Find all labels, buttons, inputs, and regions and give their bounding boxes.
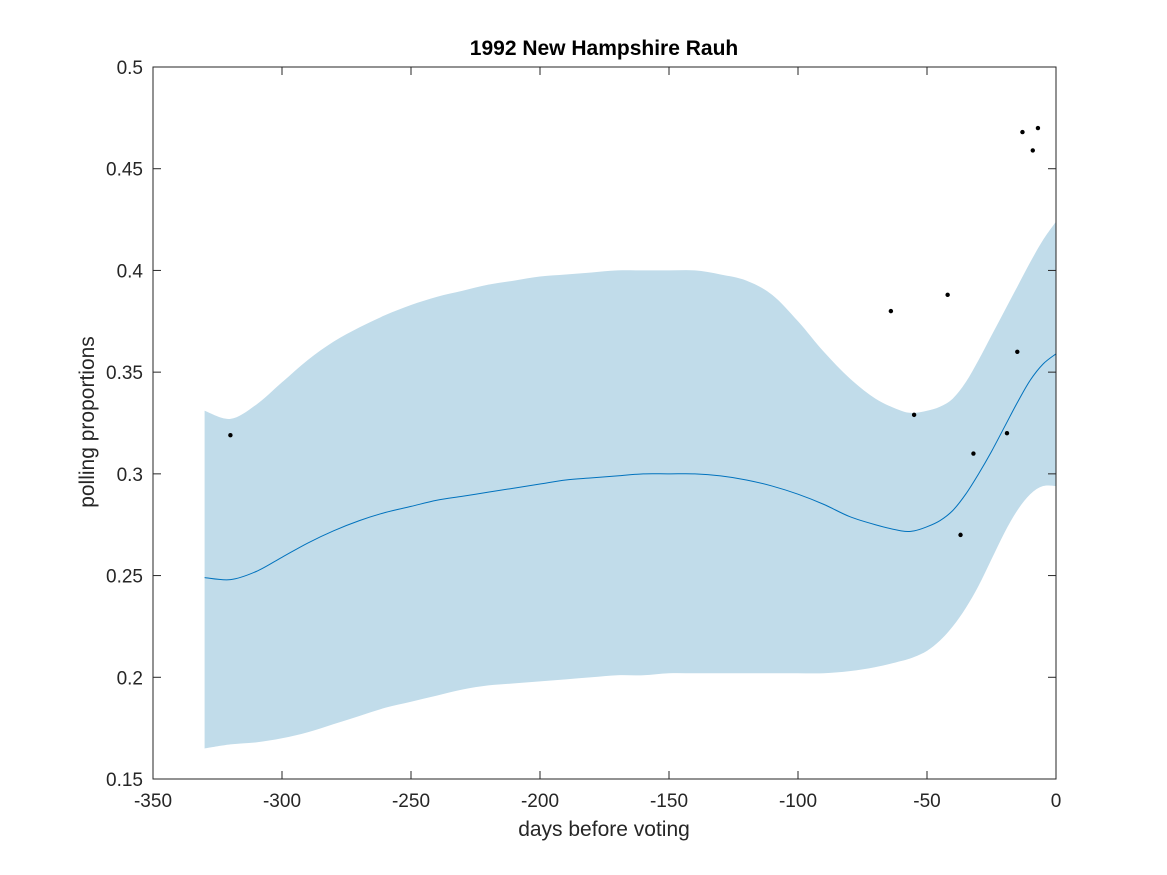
- confidence-band: [204, 221, 1057, 749]
- y-axis-label: polling proportions: [76, 336, 99, 508]
- poll-point: [1030, 148, 1035, 153]
- x-tick-label: -100: [779, 791, 817, 812]
- y-tick-label: 0.5: [117, 58, 143, 79]
- x-tick-label: -250: [392, 791, 430, 812]
- y-tick-label: 0.45: [106, 160, 143, 181]
- mean-trend-line: [204, 353, 1057, 581]
- x-tick-label: -350: [134, 791, 172, 812]
- x-tick-label: -300: [263, 791, 301, 812]
- x-tick-label: -200: [521, 791, 559, 812]
- poll-point: [1035, 125, 1041, 131]
- x-tick-label: -50: [913, 791, 940, 812]
- x-tick-label: -150: [650, 791, 688, 812]
- y-tick-label: 0.2: [117, 668, 143, 689]
- y-tick-label: 0.4: [117, 261, 144, 282]
- poll-point: [1020, 129, 1025, 135]
- poll-point: [945, 292, 950, 298]
- plot-area: [204, 125, 1057, 749]
- y-tick-label: 0.3: [117, 465, 143, 486]
- poll-point: [1015, 349, 1020, 354]
- poll-point: [958, 532, 963, 538]
- poll-point: [888, 308, 894, 314]
- poll-point: [228, 433, 233, 438]
- axes: -350 -300 -250 -200 -150 -100 -50 0 0.15 0.2 0.25 0…: [106, 58, 1061, 812]
- poll-point: [911, 412, 917, 418]
- y-tick-label: 0.35: [106, 363, 143, 384]
- axes-box: [152, 66, 1057, 780]
- poll-point: [1004, 430, 1010, 436]
- x-axis-label: days before voting: [518, 818, 690, 841]
- y-tick-label: 0.25: [106, 567, 143, 588]
- chart-title: 1992 New Hampshire Rauh: [470, 37, 738, 60]
- y-tick-label: 0.15: [106, 770, 143, 791]
- x-tick-label: 0: [1051, 791, 1062, 812]
- poll-point: [971, 451, 976, 456]
